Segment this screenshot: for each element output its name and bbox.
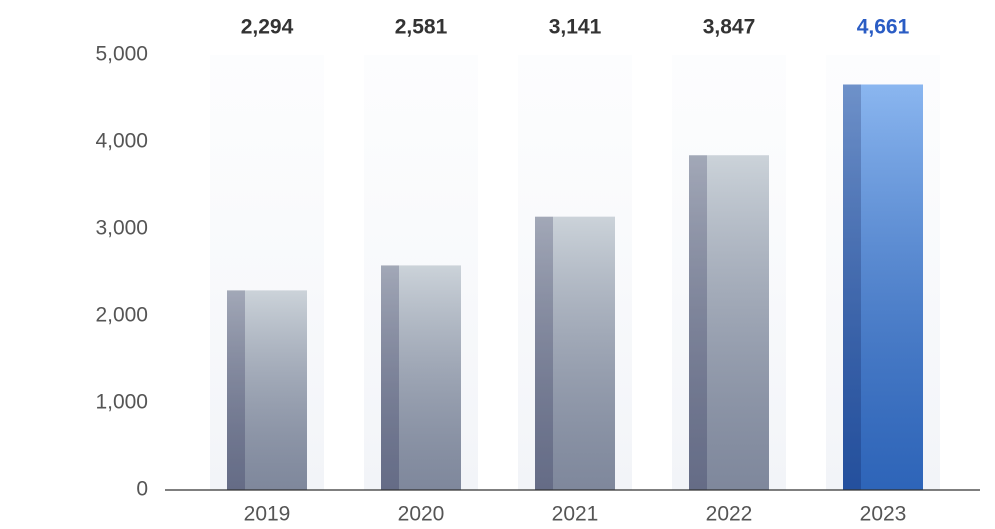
- x-tick-label: 2020: [398, 503, 445, 526]
- value-label: 3,141: [549, 16, 602, 39]
- x-tick-label: 2021: [552, 503, 599, 526]
- value-label: 4,661: [857, 16, 910, 39]
- bar-shade: [689, 155, 769, 490]
- bar-shade: [843, 84, 923, 491]
- y-tick-label: 3,000: [95, 217, 148, 240]
- y-tick-label: 1,000: [95, 391, 148, 414]
- value-label: 2,581: [395, 16, 448, 39]
- bar-shade: [535, 216, 615, 490]
- y-tick-label: 0: [136, 478, 148, 501]
- bar-edge: [535, 216, 553, 490]
- bar-shade: [381, 265, 461, 490]
- y-tick-label: 2,000: [95, 304, 148, 327]
- x-tick-label: 2023: [860, 503, 907, 526]
- bar-edge: [843, 84, 861, 491]
- x-tick-label: 2022: [706, 503, 753, 526]
- value-label: 3,847: [703, 16, 756, 39]
- bar-edge: [689, 155, 707, 490]
- x-tick-label: 2019: [244, 503, 291, 526]
- bar-shade: [227, 290, 307, 490]
- y-tick-label: 5,000: [95, 43, 148, 66]
- bar-edge: [381, 265, 399, 490]
- value-label: 2,294: [241, 16, 294, 39]
- bar-edge: [227, 290, 245, 490]
- y-tick-label: 4,000: [95, 130, 148, 153]
